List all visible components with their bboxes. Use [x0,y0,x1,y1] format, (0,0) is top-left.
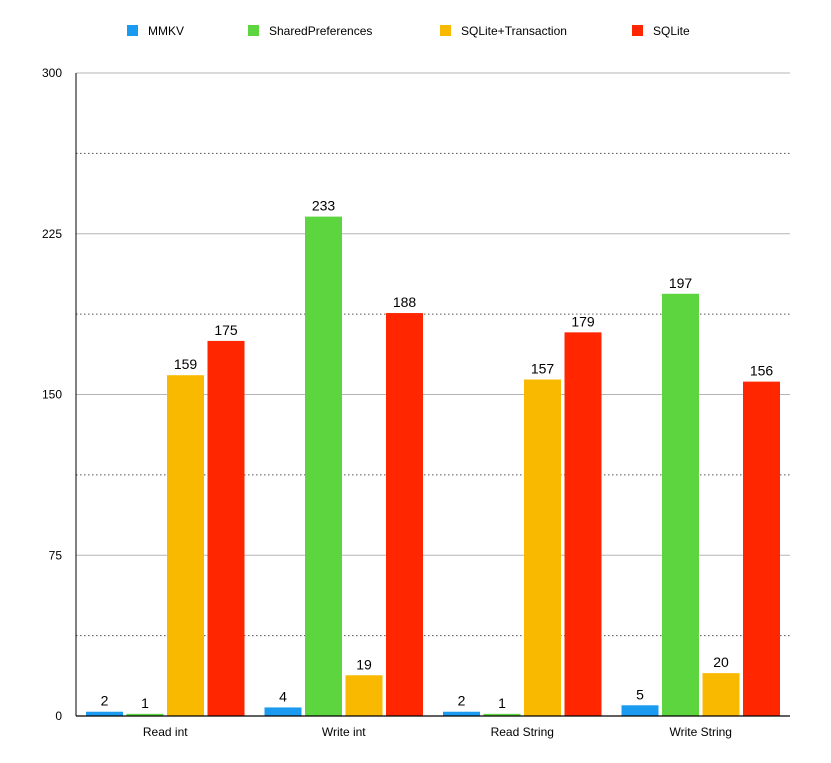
data-label: 20 [713,654,729,670]
y-axis: 0 75 150 225 300 [42,66,77,723]
y-tick-label: 300 [42,66,62,80]
bar [86,711,123,716]
data-label: 188 [393,294,417,310]
data-label: 159 [174,356,198,372]
bar [743,381,780,716]
bar [483,713,521,716]
legend-label: SQLite [653,24,690,38]
y-tick-label: 225 [42,227,62,241]
legend-label: SQLite+Transaction [461,24,567,38]
data-label: 1 [498,695,506,711]
x-tick-label: Write int [322,725,366,739]
data-label: 157 [531,360,555,376]
bar [524,379,561,716]
data-label: 2 [458,693,466,709]
bar [264,707,302,716]
bar [207,340,245,716]
legend-swatch [440,25,451,36]
x-axis: Read int Write int Read String Write String [76,715,790,739]
bar [126,713,164,716]
legend-label: SharedPreferences [269,24,372,38]
bar [386,313,423,716]
bar [443,711,480,716]
x-tick-label: Read int [143,725,188,739]
data-label: 1 [141,695,149,711]
legend-swatch [632,25,643,36]
legend-swatch [127,25,138,36]
data-label: 175 [214,322,238,338]
bar [662,293,699,716]
data-label: 4 [279,688,287,704]
data-label: 2 [101,693,109,709]
bar [702,673,740,716]
y-tick-label: 150 [42,388,62,402]
bar [564,332,602,716]
x-tick-label: Read String [491,725,554,739]
y-tick-label: 0 [55,709,62,723]
x-tick-label: Write String [670,725,732,739]
bars: 2 1 159 175 4 233 19 188 2 1 157 179 5 197 20 156 [86,198,780,716]
data-label: 5 [636,686,644,702]
bar [167,375,204,716]
data-label: 233 [312,198,336,214]
bar [345,675,383,716]
data-label: 179 [571,313,595,329]
data-label: 156 [750,363,774,379]
bar [621,705,659,716]
legend-label: MMKV [148,24,184,38]
y-tick-label: 75 [49,548,63,562]
legend-swatch [248,25,259,36]
data-label: 197 [669,275,693,291]
legend: MMKV SharedPreferences SQLite+Transaction S… [127,24,690,38]
data-label: 19 [356,656,372,672]
bar [305,216,342,716]
